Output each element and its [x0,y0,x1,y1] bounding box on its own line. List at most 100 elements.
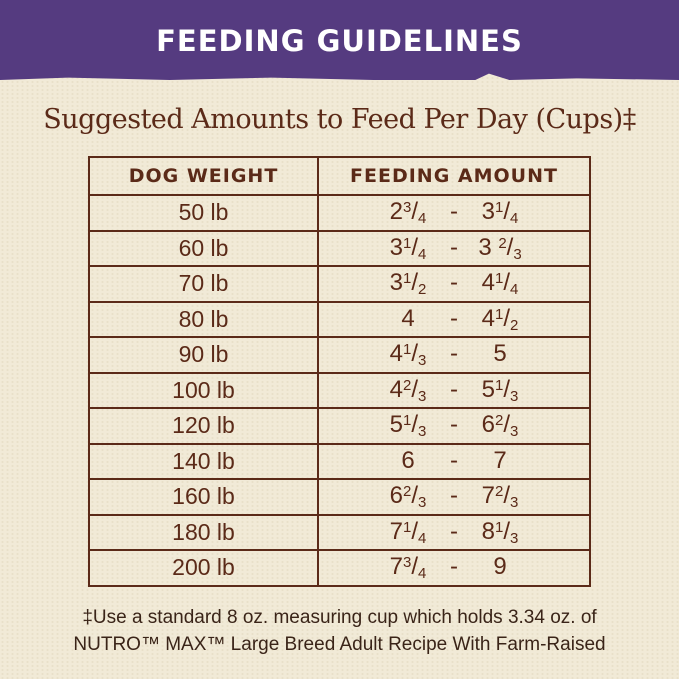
amount-value: 41/2 [481,304,519,334]
amount-value: 4 [377,305,439,333]
amount-value: 41/3 [389,340,427,370]
table-row: 200 lb 73/4- 9 [88,549,591,587]
whole: 5 [389,411,403,439]
numerator: 1 [403,518,412,536]
numerator: 1 [403,234,412,252]
whole: 6 [401,447,415,475]
whole: 4 [481,269,495,297]
numerator: 2 [495,412,504,430]
whole: 5 [493,340,507,368]
whole: 6 [481,411,495,439]
feeding-amount: 73/4- 9 [317,549,591,587]
denominator: 4 [418,210,427,228]
footnote: ‡Use a standard 8 oz. measuring cup whic… [0,604,679,658]
range-separator: - [450,447,458,475]
range-separator: - [450,553,458,581]
amount-value: 9 [469,553,531,581]
numerator: 2 [403,483,412,501]
table-row: 50 lb 23/4-31/4 [88,194,591,232]
range-separator: - [450,517,458,545]
amount-value: 71/4 [389,517,427,547]
range-separator: - [450,411,458,439]
whole: 5 [481,375,495,403]
amount-value: 31/4 [481,198,519,228]
amount-value: 81/3 [481,517,519,547]
denominator: 4 [510,281,519,299]
amount-value: 7 [469,447,531,475]
table-row: 120 lb 51/3-62/3 [88,407,591,445]
whole: 4 [481,304,495,332]
feeding-amount: 23/4-31/4 [317,194,591,232]
dog-weight: 50 lb [88,194,319,232]
whole: 4 [389,375,403,403]
denominator: 4 [418,529,427,547]
numerator: 1 [495,270,504,288]
numerator: 3 [403,554,412,572]
denominator: 3 [418,387,427,405]
dog-weight: 100 lb [88,371,319,409]
page-title: FEEDING GUIDELINES [156,24,523,58]
whole: 3 [389,233,403,261]
table-row: 70 lb 31/2-41/4 [88,265,591,303]
amount-value: 51/3 [389,411,427,441]
denominator: 3 [510,529,519,547]
numerator: 1 [495,518,504,536]
numerator: 2 [403,376,412,394]
feeding-amount: 62/3-72/3 [317,478,591,516]
whole: 6 [389,482,403,510]
header-banner: FEEDING GUIDELINES [0,0,679,80]
whole: 3 [389,269,403,297]
table-row: 140 lb 6 - 7 [88,442,591,480]
range-separator: - [450,198,458,226]
table-row: 80 lb 4-41/2 [88,300,591,338]
dog-weight: 180 lb [88,513,319,551]
amount-value: 6 [377,447,439,475]
dog-weight: 160 lb [88,478,319,516]
whole: 7 [389,553,403,581]
amount-value: 62/3 [389,482,427,512]
amount-value: 41/4 [481,269,519,299]
column-header-amount: FEEDING AMOUNT [317,156,591,196]
amount-value: 5 [469,340,531,368]
table-row: 160 lb 62/3-72/3 [88,478,591,516]
table-row: 60 lb 31/4-3 2/3 [88,229,591,267]
whole: 7 [481,482,495,510]
amount-value: 72/3 [481,482,519,512]
denominator: 3 [418,352,427,370]
numerator: 1 [495,199,504,217]
denominator: 3 [418,494,427,512]
denominator: 4 [418,245,427,263]
numerator: 1 [403,341,412,359]
subtitle: Suggested Amounts to Feed Per Day (Cups)… [43,104,636,135]
denominator: 3 [418,423,427,441]
footnote-line-2: NUTRO™ MAX™ Large Breed Adult Recipe Wit… [73,634,606,655]
dog-weight: 60 lb [88,229,319,267]
whole: 7 [493,447,507,475]
amount-value: 62/3 [481,411,519,441]
numerator: 2 [498,234,507,252]
dog-weight: 70 lb [88,265,319,303]
feeding-amount: 31/4-3 2/3 [317,229,591,267]
feeding-amount: 41/3- 5 [317,336,591,374]
range-separator: - [450,233,458,261]
denominator: 3 [510,423,519,441]
amount-value: 42/3 [389,375,427,405]
denominator: 4 [418,565,427,583]
feeding-amount: 51/3-62/3 [317,407,591,445]
amount-value: 23/4 [389,198,427,228]
feeding-amount: 31/2-41/4 [317,265,591,303]
whole: 4 [401,304,415,332]
table-header-row: DOG WEIGHT FEEDING AMOUNT [88,156,591,196]
numerator: 1 [403,270,412,288]
range-separator: - [450,340,458,368]
numerator: 1 [495,376,504,394]
dog-weight: 80 lb [88,300,319,338]
table-row: 90 lb 41/3- 5 [88,336,591,374]
whole: 2 [389,198,403,226]
denominator: 2 [510,316,519,334]
numerator: 1 [495,305,504,323]
feeding-amount: 4-41/2 [317,300,591,338]
range-separator: - [450,304,458,332]
amount-value: 31/4 [389,233,427,263]
whole: 3 [481,198,495,226]
